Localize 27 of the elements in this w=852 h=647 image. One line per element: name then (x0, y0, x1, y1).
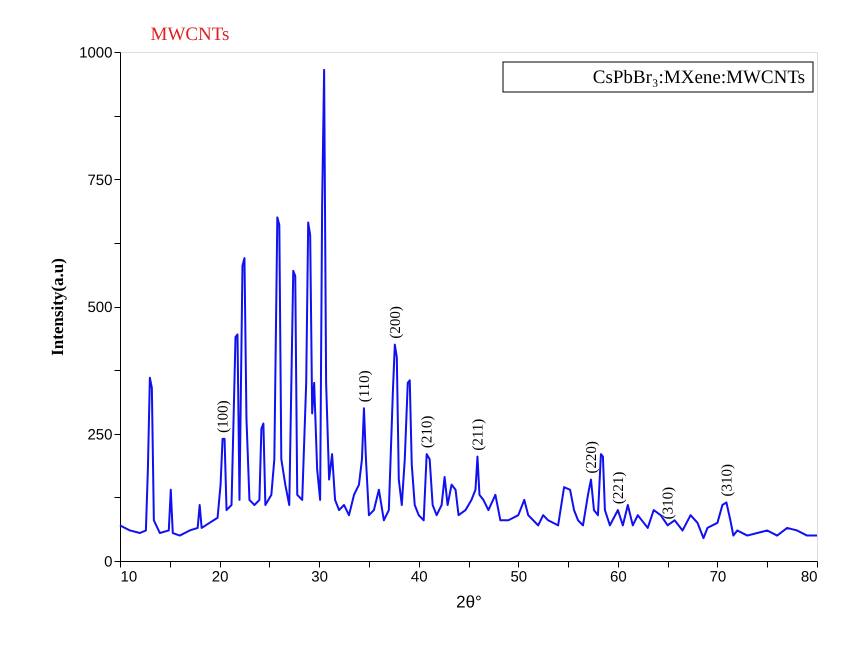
annotation: (220) (584, 441, 600, 474)
x-tick-label: 80 (800, 568, 818, 586)
y-axis-title: Intensity(a.u) (48, 258, 68, 356)
text: MWCNTs (150, 24, 230, 45)
annotation: (200) (388, 306, 404, 339)
y-tick-label: 1000 (79, 44, 112, 62)
x-tick-label: 20 (212, 568, 228, 586)
y-tick-label: 500 (87, 299, 112, 316)
x-axis-title: 2θ° (456, 592, 482, 612)
annotation: (221) (610, 472, 627, 504)
y-tick-label: 750 (87, 172, 112, 189)
annotation: (110) (356, 370, 373, 402)
x-tick-label: 70 (710, 568, 726, 586)
x-tick-label: 30 (311, 568, 328, 586)
x-tick-label: 10 (120, 568, 138, 586)
annotation: (310) (719, 464, 736, 496)
x-tick-label: 50 (510, 568, 528, 586)
text: CsPbBr₃:MXene:MWCNTs (592, 67, 805, 88)
annotation: (211) (470, 418, 486, 451)
y-tick-label: 250 (87, 426, 112, 444)
annotation: (310) (660, 486, 677, 520)
annotation: (100) (216, 400, 232, 433)
annotation: (210) (420, 416, 436, 448)
x-tick-label: 60 (610, 568, 627, 586)
x-tick-label: 40 (410, 568, 428, 586)
y-tick-label: 0 (104, 554, 112, 570)
line-series (119, 68, 818, 540)
